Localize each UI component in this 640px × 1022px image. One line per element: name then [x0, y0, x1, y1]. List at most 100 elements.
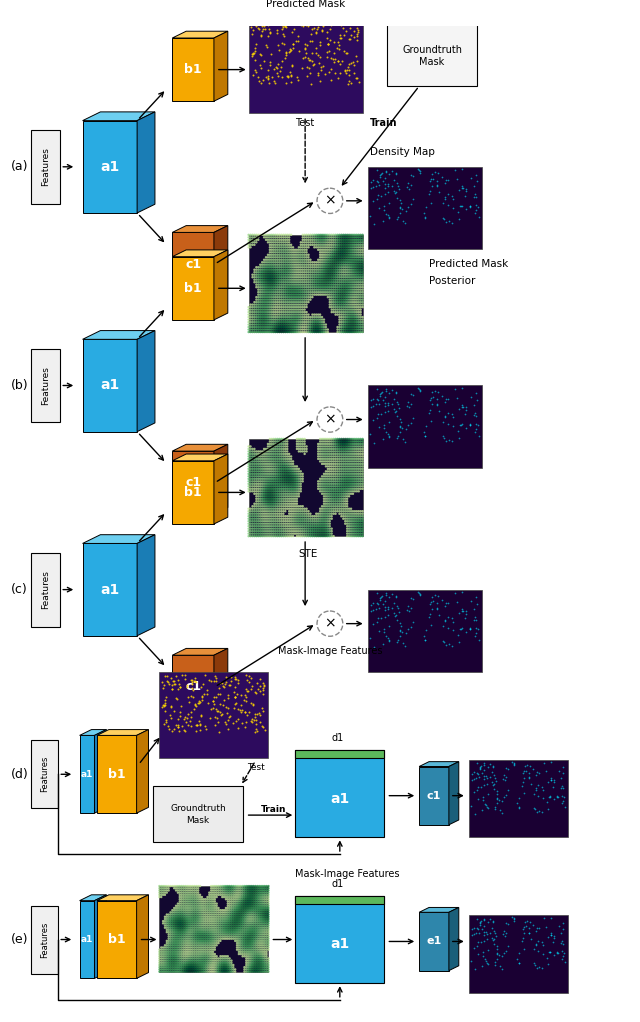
Point [313, 234, 323, 250]
Point [298, 513, 308, 529]
Point [455, 198, 465, 215]
Point [230, 882, 240, 898]
Point [557, 780, 568, 796]
Point [289, 20, 300, 37]
Point [284, 251, 294, 268]
Point [348, 461, 358, 477]
Point [342, 296, 352, 313]
Point [221, 675, 231, 691]
Point [309, 267, 319, 283]
Point [313, 525, 323, 542]
Point [352, 483, 362, 500]
Point [298, 286, 308, 303]
Point [253, 453, 264, 469]
Point [324, 232, 335, 248]
Point [374, 600, 385, 616]
Point [533, 933, 543, 949]
Point [241, 933, 252, 949]
Point [330, 229, 340, 245]
Point [246, 899, 257, 916]
Point [300, 251, 310, 268]
Point [495, 802, 505, 819]
Point [245, 935, 255, 951]
Point [330, 438, 340, 455]
Point [519, 770, 529, 786]
Point [230, 891, 240, 908]
Point [352, 480, 362, 497]
Point [245, 918, 255, 934]
Point [193, 920, 204, 936]
Point [298, 511, 308, 527]
Point [191, 928, 202, 944]
Point [184, 694, 194, 710]
Text: Mask: Mask [186, 817, 210, 826]
Polygon shape [214, 250, 228, 320]
Point [352, 264, 362, 280]
Point [294, 277, 304, 293]
Point [248, 955, 259, 971]
Point [179, 939, 189, 956]
Point [180, 948, 191, 965]
Point [245, 920, 255, 936]
Point [354, 249, 364, 266]
Point [288, 321, 298, 337]
Point [252, 511, 262, 527]
Point [248, 449, 258, 465]
Point [330, 232, 340, 248]
Point [193, 897, 204, 914]
Point [206, 926, 216, 942]
Point [196, 955, 207, 971]
Point [337, 53, 348, 69]
Point [169, 911, 179, 927]
Point [352, 262, 362, 278]
Point [499, 768, 509, 784]
Point [373, 187, 383, 203]
Polygon shape [154, 786, 243, 842]
Point [364, 207, 374, 224]
Point [344, 249, 354, 266]
Point [288, 301, 298, 318]
Point [262, 928, 272, 944]
Point [334, 277, 344, 293]
Point [500, 928, 510, 944]
Point [200, 962, 211, 978]
Point [334, 493, 344, 509]
Point [278, 319, 289, 335]
Point [321, 264, 331, 280]
Point [208, 962, 218, 978]
Point [248, 269, 258, 285]
Point [278, 444, 289, 460]
Point [334, 473, 344, 490]
Point [276, 312, 287, 328]
Point [483, 758, 493, 775]
Point [432, 177, 442, 193]
Point [208, 893, 218, 910]
Point [282, 269, 292, 285]
Point [253, 68, 263, 85]
Point [230, 920, 240, 936]
Point [161, 689, 172, 705]
Point [381, 205, 392, 222]
Point [323, 451, 333, 467]
Point [276, 321, 287, 337]
Point [273, 259, 283, 275]
Point [260, 897, 270, 914]
Point [344, 317, 354, 333]
Point [280, 262, 291, 278]
Point [252, 264, 262, 280]
Point [334, 244, 344, 261]
Point [311, 237, 321, 253]
Point [239, 962, 250, 978]
Point [180, 935, 191, 951]
Point [265, 440, 275, 457]
Point [354, 259, 364, 275]
Point [202, 962, 212, 978]
Point [354, 440, 364, 457]
Point [321, 438, 331, 455]
Point [392, 612, 402, 629]
Point [210, 902, 220, 919]
Point [221, 959, 231, 975]
Point [324, 237, 335, 253]
Polygon shape [172, 250, 228, 257]
Point [424, 609, 435, 625]
